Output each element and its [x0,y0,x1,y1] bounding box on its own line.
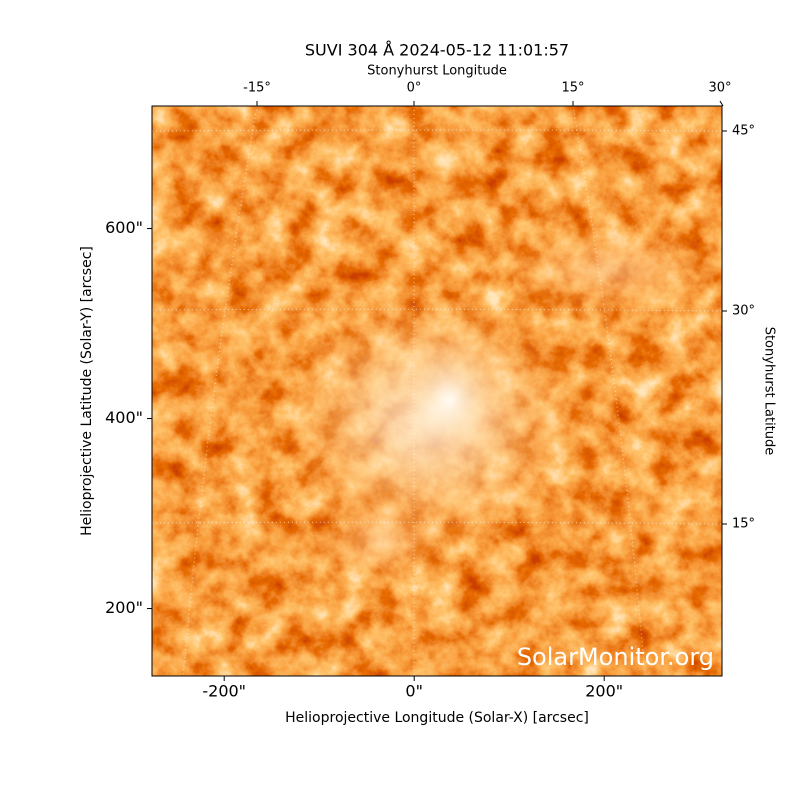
axes-frame [151,105,723,677]
y-axis-label: Helioprojective Latitude (Solar-Y) [arcs… [79,246,95,536]
x-tick-label: 0" [405,682,423,701]
x-axis-label: Helioprojective Longitude (Solar-X) [arc… [285,710,589,726]
right-tick-label: 30° [732,304,755,319]
y-tick-label: 400" [105,408,143,427]
top-axis-label: Stonyhurst Longitude [367,64,507,79]
right-tick-label: 45° [732,124,755,139]
watermark: SolarMonitor.org [517,643,714,671]
y-tick-label: 600" [105,218,143,237]
top-tick-label: 30° [708,81,731,96]
top-tick-label: 0° [407,81,422,96]
y-tick-label: 200" [105,598,143,617]
top-tick [719,100,724,107]
top-tick-label: 15° [561,81,584,96]
x-tick-label: 200" [585,682,623,701]
right-tick-label: 15° [732,517,755,532]
solar-image [152,106,722,676]
x-tick-label: -200" [202,682,246,701]
title: SUVI 304 Å 2024-05-12 11:01:57 [305,41,569,60]
top-tick-label: -15° [243,81,271,96]
right-axis-label: Stonyhurst Latitude [762,327,777,456]
